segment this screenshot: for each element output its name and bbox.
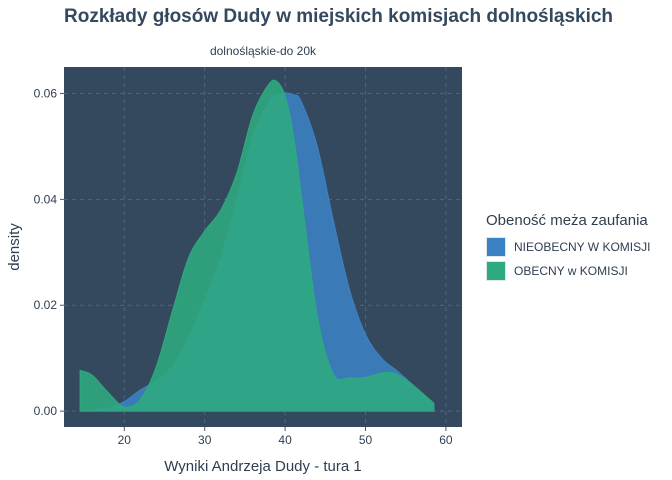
y-tick-label: 0.02 [34,298,58,312]
y-axis-title: density [6,223,23,271]
chart-title: Rozkłady głosów Dudy w miejskich komisja… [64,6,614,27]
facet-strip-label: dolnośląskie-do 20k [209,44,317,58]
legend-swatch-nieobecny [486,237,506,257]
x-tick-label: 50 [359,433,373,447]
legend-label-nieobecny: NIEOBECNY W KOMISJI [514,240,651,254]
y-tick-label: 0.06 [34,86,58,100]
x-tick-label: 60 [439,433,453,447]
legend-label-obecny: OBECNY w KOMISJI [514,264,628,278]
y-tick-label: 0.04 [34,192,58,206]
x-tick-label: 40 [278,433,292,447]
legend-title: Obeność meża zaufania [486,212,648,229]
x-axis-title: Wyniki Andrzeja Dudy - tura 1 [164,458,361,475]
x-tick-label: 30 [198,433,212,447]
legend-item-obecny: OBECNY w KOMISJI [486,259,650,283]
density-area-series-1 [79,79,435,412]
legend: Obeność meża zaufania NIEOBECNY W KOMISJ… [486,212,650,283]
legend-item-nieobecny: NIEOBECNY W KOMISJI [486,235,650,259]
y-tick-label: 0.00 [34,404,58,418]
legend-swatch-obecny [486,261,506,281]
x-tick-label: 20 [118,433,132,447]
